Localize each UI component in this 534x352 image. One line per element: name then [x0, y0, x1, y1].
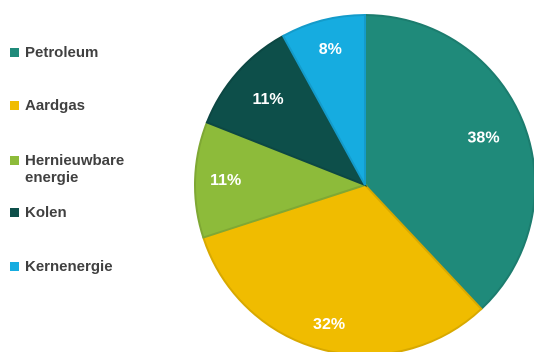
- legend-swatch: [10, 48, 19, 57]
- legend-item-hernieuwbare-energie: Hernieuwbare energie: [10, 152, 175, 186]
- pie-slice-petroleum: [364, 13, 534, 311]
- legend-label: Kernenergie: [25, 258, 113, 275]
- data-label-kolen: 11%: [253, 91, 284, 108]
- pie-slice-kolen: [205, 34, 368, 187]
- data-label-kernenergie: 8%: [319, 41, 342, 58]
- legend-label: Hernieuwbare energie: [25, 152, 125, 186]
- legend-swatch: [10, 156, 19, 165]
- legend-item-kolen: Kolen: [10, 204, 175, 221]
- data-label-aardgas: 32%: [313, 316, 345, 333]
- pie-slice-hernieuwbare-energie: [194, 121, 368, 239]
- pie-slice-aardgas: [202, 183, 483, 352]
- legend-label: Kolen: [25, 204, 67, 221]
- legend-label: Aardgas: [25, 97, 86, 114]
- pie-slice-kernenergie: [281, 13, 366, 186]
- legend-item-aardgas: Aardgas: [10, 97, 175, 114]
- legend-swatch: [10, 208, 19, 217]
- legend-swatch: [10, 262, 19, 271]
- legend: Petroleum Aardgas Hernieuwbare energie Kole…: [10, 44, 195, 294]
- data-label-hernieuwbare-energie: 11%: [210, 172, 241, 189]
- legend-item-kernenergie: Kernenergie: [10, 258, 175, 275]
- legend-swatch: [10, 101, 19, 110]
- legend-item-petroleum: Petroleum: [10, 44, 175, 61]
- legend-label: Petroleum: [25, 44, 99, 61]
- data-label-petroleum: 38%: [468, 129, 500, 146]
